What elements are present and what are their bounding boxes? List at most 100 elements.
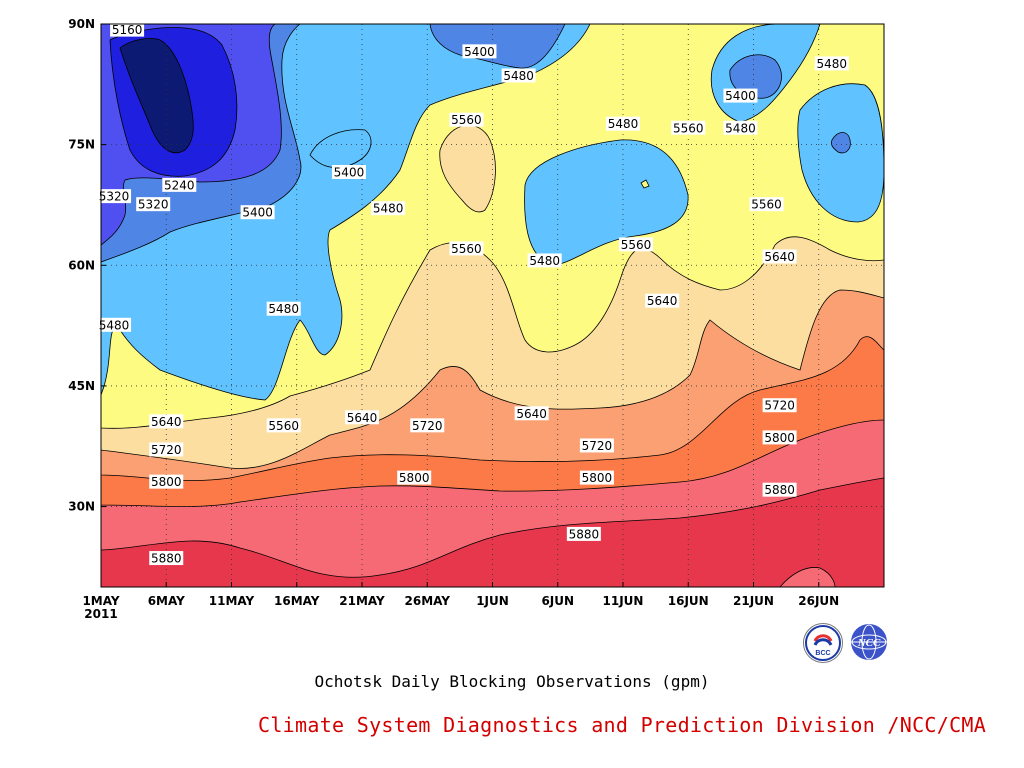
contour-label: 5480	[371, 201, 406, 216]
plot-area	[101, 24, 884, 587]
contour-label-text: 5480	[268, 302, 299, 316]
y-tick-label: 30N	[68, 500, 95, 514]
contour-label: 5800	[579, 470, 614, 485]
contour-label-text: 5480	[503, 69, 534, 83]
island-5560-dot	[640, 179, 650, 189]
contour-label: 5560	[266, 418, 301, 433]
x-tick-label: 11JUN	[603, 594, 644, 608]
contour-label-text: 5800	[399, 471, 430, 485]
contour-label: 5880	[566, 526, 601, 541]
contour-label-bg	[645, 293, 680, 308]
contour-label-bg	[814, 56, 849, 71]
contour-label-bg	[579, 470, 614, 485]
contour-label: 5480	[814, 56, 849, 71]
contour-label-bg	[162, 177, 197, 192]
contour-label-text: 5800	[582, 471, 613, 485]
x-tick-label: 21JUN	[733, 594, 774, 608]
contour-label-text: 5800	[764, 431, 795, 445]
contour-label-text: 5400	[242, 206, 273, 220]
contour-label-text: 5720	[412, 419, 443, 433]
contour-label-bg	[606, 116, 640, 131]
contour-label-text: 5640	[647, 294, 678, 308]
ncc-logo-icon: NCC	[851, 624, 887, 660]
contour-label-bg	[110, 22, 145, 37]
contour-label-bg	[723, 120, 758, 135]
contour-label: 5560	[671, 120, 706, 135]
bcc-logo-icon: BCC	[805, 625, 841, 661]
contour-label-text: 5560	[621, 238, 652, 252]
contour-label-text: 5160	[112, 23, 143, 37]
contour-label-text: 5560	[451, 242, 482, 256]
contour-label-bg	[619, 237, 654, 252]
contour-label-bg	[762, 249, 797, 264]
x-year-label: 2011	[84, 607, 117, 621]
ncc-logo: NCC	[845, 622, 893, 662]
bcc-logo: BCC	[803, 623, 843, 663]
contour-label-text: 5720	[582, 439, 613, 453]
contour-label-bg	[566, 526, 601, 541]
contour-label-bg	[97, 189, 132, 204]
contour-label-text: 5560	[673, 121, 704, 135]
contour-label-bg	[149, 474, 184, 489]
contour-label-bg	[749, 197, 784, 212]
contour-label-text: 5560	[268, 419, 299, 433]
chart-caption: Ochotsk Daily Blocking Observations (gpm…	[314, 672, 710, 691]
contour-label: 5560	[619, 237, 654, 252]
contour-label: 5480	[266, 301, 301, 316]
x-tick-label: 1MAY	[82, 594, 119, 608]
contour-label-text: 5480	[529, 254, 560, 268]
contour-label: 5560	[449, 241, 484, 256]
contour-label-bg	[410, 418, 445, 433]
contour-label: 5640	[149, 414, 184, 429]
contour-label: 5800	[762, 430, 797, 445]
island-5400-top	[429, 24, 566, 69]
contour-label-bg	[149, 442, 184, 457]
contour-label: 5400	[240, 205, 275, 220]
contour-label-bg	[449, 241, 484, 256]
contour-label-bg	[149, 414, 184, 429]
contour-label: 5720	[149, 442, 184, 457]
contour-label-text: 5400	[334, 165, 365, 179]
x-tick-label: 1JUN	[476, 594, 509, 608]
contour-label: 5720	[579, 438, 614, 453]
contour-label-text: 5640	[151, 415, 182, 429]
contour-label-bg	[527, 253, 562, 268]
x-tick-label: 26JUN	[798, 594, 839, 608]
contour-label: 5800	[397, 470, 432, 485]
contour-label-bg	[449, 112, 484, 127]
contour-label-bg	[762, 482, 797, 497]
contour-label-bg	[240, 205, 275, 220]
contour-label-text: 5480	[373, 202, 404, 216]
contour-label-bg	[371, 201, 406, 216]
bcc-logo-text: BCC	[815, 650, 830, 657]
contour-label: 5560	[749, 197, 784, 212]
contour-label: 5720	[762, 398, 797, 413]
contour-label-text: 5400	[725, 89, 756, 103]
contour-label-text: 5800	[151, 475, 182, 489]
contour-label-bg	[149, 551, 184, 566]
contour-label-text: 5640	[347, 411, 378, 425]
contour-label-text: 5720	[151, 443, 182, 457]
y-tick-label: 90N	[68, 17, 95, 31]
contour-label-bg	[266, 418, 301, 433]
contour-label-text: 5480	[608, 117, 639, 131]
contour-label-bg	[331, 164, 366, 179]
contour-label: 5480	[527, 253, 562, 268]
contour-label: 5800	[149, 474, 184, 489]
contour-label-text: 5480	[817, 57, 848, 71]
contour-label-bg	[136, 197, 171, 212]
contour-label: 5640	[514, 406, 549, 421]
contour-label-text: 5400	[464, 45, 495, 59]
band-below-5160	[119, 38, 194, 154]
contour-label-text: 5720	[764, 399, 795, 413]
x-tick-label: 6MAY	[148, 594, 185, 608]
x-tick-label: 6JUN	[541, 594, 574, 608]
ncc-logo-text: NCC	[857, 637, 881, 649]
contour-label-text: 5480	[99, 318, 130, 332]
contour-label-bg	[501, 68, 536, 83]
island-5880-bottom	[779, 567, 836, 587]
x-axis: 1MAY 6MAY 11MAY 16MAY 21MAY 26MAY 1JUN 6JUN 11JU…	[82, 582, 839, 621]
credit-line: Climate System Diagnostics and Predictio…	[258, 713, 987, 737]
contour-label: 5640	[645, 293, 680, 308]
